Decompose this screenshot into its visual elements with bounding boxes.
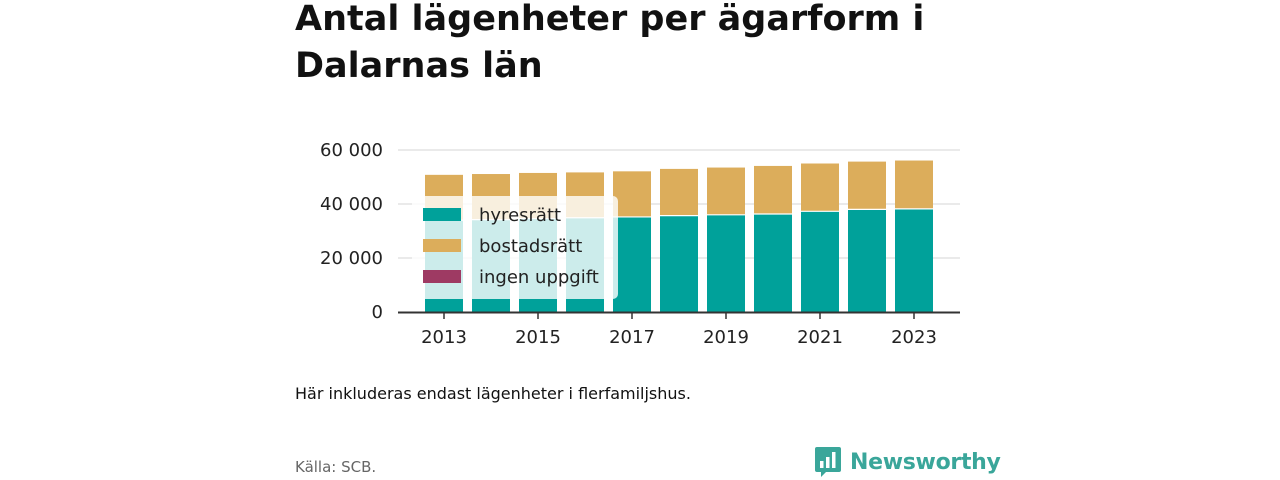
y-tick-label: 0 <box>372 302 383 323</box>
legend-swatch-hyresrätt <box>423 208 461 221</box>
bar-bostadsrätt-2018 <box>660 168 698 216</box>
bar-hyresrätt-2019 <box>707 214 745 312</box>
legend-box <box>412 196 618 299</box>
x-tick-label: 2015 <box>515 327 561 348</box>
bar-bostadsrätt-2020 <box>754 165 792 214</box>
chart-title: Antal lägenheter per ägarform i Dalarnas… <box>295 0 925 86</box>
x-tick-label: 2017 <box>609 327 655 348</box>
y-axis: 0 20 000 40 000 60 000 <box>320 140 383 323</box>
legend-label: bostadsrätt <box>479 236 582 257</box>
legend-swatch-bostadsrätt <box>423 239 461 252</box>
brand-logo[interactable]: Newsworthy <box>814 446 1001 478</box>
y-tick-label: 40 000 <box>320 194 383 215</box>
chart-note: Här inkluderas endast lägenheter i flerf… <box>295 384 691 403</box>
legend-label: hyresrätt <box>479 205 561 226</box>
bar-hyresrätt-2021 <box>801 211 839 312</box>
bar-bostadsrätt-2022 <box>848 161 886 210</box>
x-axis: 2013 2015 2017 2019 2021 2023 <box>398 311 960 348</box>
x-tick-label: 2023 <box>891 327 937 348</box>
bar-hyresrätt-2022 <box>848 209 886 312</box>
bar-bostadsrätt-2019 <box>707 167 745 215</box>
bar-bostadsrätt-2023 <box>895 160 933 209</box>
bar-chart-speech-bubble-icon <box>815 447 841 477</box>
brand-name: Newsworthy <box>850 449 1001 475</box>
legend: hyresrätt bostadsrätt ingen uppgift <box>412 196 618 299</box>
x-tick-label: 2019 <box>703 327 749 348</box>
y-tick-label: 20 000 <box>320 248 383 269</box>
bar-bostadsrätt-2021 <box>801 163 839 212</box>
bar-hyresrätt-2020 <box>754 213 792 312</box>
source-text: Källa: SCB. <box>295 458 377 476</box>
bar-hyresrätt-2018 <box>660 215 698 312</box>
x-tick-label: 2021 <box>797 327 843 348</box>
legend-swatch-ingen-uppgift <box>423 270 461 283</box>
bar-hyresrätt-2017 <box>613 216 651 312</box>
legend-label: ingen uppgift <box>479 267 599 288</box>
bar-hyresrätt-2023 <box>895 208 933 312</box>
x-tick-label: 2013 <box>421 327 467 348</box>
bar-bostadsrätt-2017 <box>613 171 651 217</box>
y-tick-label: 60 000 <box>320 140 383 161</box>
